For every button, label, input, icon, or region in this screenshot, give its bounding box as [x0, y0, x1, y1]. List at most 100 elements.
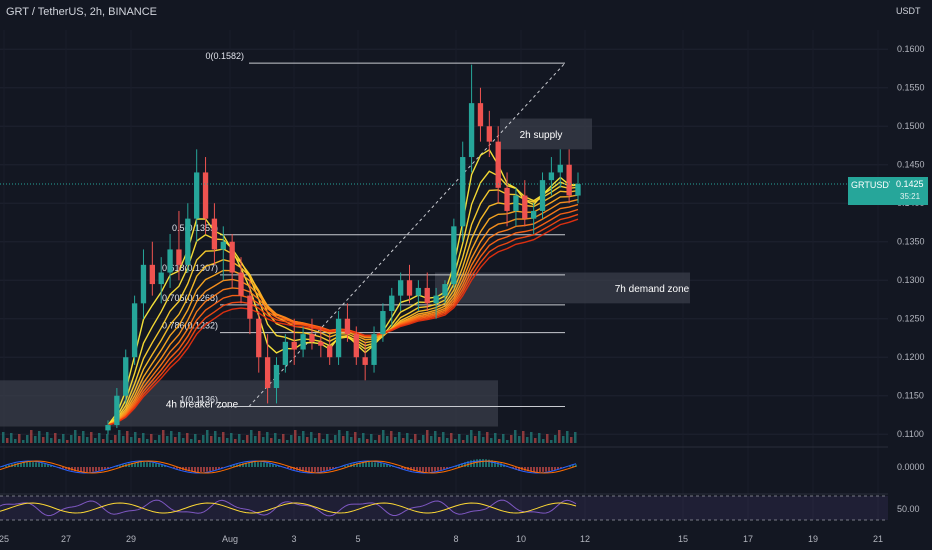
candle-body — [194, 172, 200, 219]
volume-bar — [298, 436, 301, 443]
volume-bar — [542, 439, 545, 443]
macd-hist-bar — [146, 462, 148, 467]
volume-bar — [506, 440, 509, 443]
price-tick-label: 0.1500 — [897, 121, 925, 131]
volume-bar — [254, 436, 257, 443]
candle-body — [486, 126, 492, 142]
macd-hist-bar — [551, 467, 553, 471]
volume-bar — [322, 439, 325, 443]
macd-hist-bar — [386, 464, 388, 467]
candle-body — [131, 303, 138, 358]
candle-body — [309, 334, 315, 342]
macd-hist-bar — [266, 462, 268, 467]
candle-body — [211, 218, 218, 250]
zone-box — [500, 118, 592, 150]
price-tick-label: 0.1200 — [897, 352, 925, 362]
volume-bar — [246, 435, 249, 443]
candle-body — [167, 249, 173, 273]
volume-bar — [70, 435, 73, 443]
volume-bar — [422, 435, 425, 443]
volume-bar — [558, 430, 561, 443]
macd-hist-bar — [128, 463, 130, 467]
price-tick-label: 0.1450 — [897, 160, 925, 170]
volume-bar — [510, 435, 513, 443]
macd-hist-bar — [530, 467, 532, 472]
volume-bar — [90, 432, 93, 443]
volume-bar — [106, 434, 109, 443]
volume-bar — [482, 437, 485, 443]
volume-bar — [398, 432, 401, 443]
macd-hist-bar — [533, 467, 535, 472]
macd-hist-bar — [398, 467, 400, 468]
macd-hist-bar — [515, 467, 517, 470]
candle-body — [362, 357, 368, 365]
candle-body — [371, 334, 377, 365]
macd-hist-bar — [233, 465, 235, 467]
price-tick-label: 0.1100 — [897, 429, 924, 439]
currency-label: USDT — [896, 6, 921, 16]
macd-hist-bar — [44, 463, 46, 467]
price-tick-label: 0.1550 — [897, 83, 925, 93]
macd-hist-bar — [455, 465, 457, 467]
candle-body — [442, 284, 448, 296]
candle-body — [495, 141, 501, 188]
time-tick-label: 17 — [743, 534, 753, 544]
macd-hist-bar — [380, 463, 382, 467]
price-tick-label: 0.1300 — [897, 275, 925, 285]
volume-bar — [326, 434, 329, 443]
volume-bar — [146, 439, 149, 443]
macd-hist-bar — [269, 463, 271, 467]
macd-hist-bar — [2, 466, 4, 467]
volume-bar — [174, 437, 177, 443]
macd-hist-bar — [98, 467, 100, 471]
macd-hist-bar — [107, 467, 109, 469]
macd-hist-bar — [434, 467, 436, 472]
candle-body — [185, 218, 191, 265]
macd-hist-bar — [311, 467, 313, 472]
volume-bar — [2, 432, 5, 443]
volume-bar — [134, 432, 137, 443]
time-tick-label: 29 — [126, 534, 136, 544]
candle-body — [335, 318, 342, 358]
macd-hist-bar — [572, 465, 574, 467]
time-tick-label: Aug — [222, 534, 238, 544]
volume-bar — [554, 435, 557, 443]
macd-hist-bar — [62, 467, 64, 469]
macd-hist-bar — [569, 466, 571, 467]
macd-hist-bar — [188, 467, 190, 472]
macd-hist-bar — [317, 467, 319, 472]
fib-label: 0.5(0.1359) — [172, 223, 218, 233]
time-tick-label: 21 — [873, 534, 883, 544]
volume-bar — [118, 430, 121, 443]
zone-box — [435, 272, 690, 304]
time-axis[interactable]: 25 27 29 Aug 3 5 8 10 12 15 17 19 21 — [0, 534, 883, 544]
rsi-band — [0, 496, 888, 520]
candle-body — [468, 103, 475, 158]
zone-label: 4h breaker zone — [166, 399, 239, 410]
volume-bar — [206, 430, 209, 443]
volume-bar — [234, 439, 237, 443]
macd-hist-bar — [557, 467, 559, 470]
volume-bar — [94, 438, 97, 443]
macd-hist-bar — [497, 462, 499, 467]
volume-bar — [350, 437, 353, 443]
macd-hist-bar — [26, 462, 28, 467]
candle-body — [548, 172, 555, 181]
volume-bar — [530, 432, 533, 443]
macd-hist-bar — [230, 465, 232, 467]
macd-hist-bar — [275, 464, 277, 467]
volume-bar — [430, 436, 433, 443]
volume-bar — [78, 436, 81, 443]
time-tick-label: 15 — [678, 534, 688, 544]
macd-hist-bar — [419, 467, 421, 472]
symbol-badge: GRTUSDT — [848, 177, 894, 205]
volume-bar — [566, 431, 569, 443]
macd-hist-bar — [440, 467, 442, 471]
volume-bar — [270, 438, 273, 443]
volume-bar — [82, 431, 85, 443]
volume-bar — [526, 437, 529, 443]
macd-hist-bar — [257, 462, 259, 467]
macd-hist-bar — [242, 463, 244, 467]
macd-hist-bar — [71, 467, 73, 471]
